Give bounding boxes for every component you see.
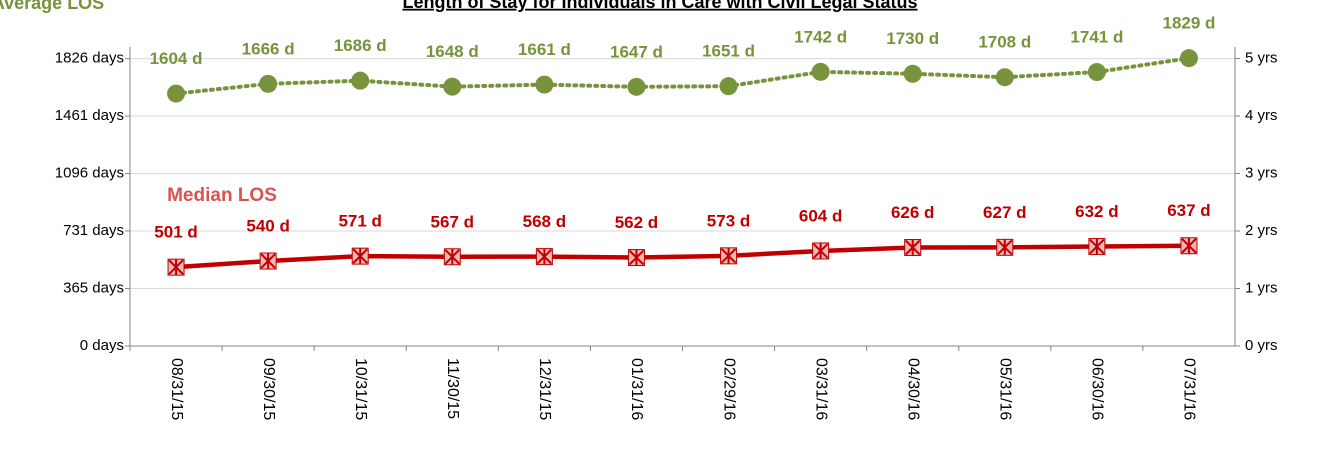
data-label: 604 d — [799, 206, 842, 225]
data-label: 1741 d — [1070, 28, 1123, 47]
point — [167, 84, 186, 103]
x-tick-label: 01/31/16 — [628, 358, 645, 420]
point — [1088, 238, 1106, 256]
data-label: 1708 d — [978, 33, 1031, 52]
data-label: 1604 d — [150, 49, 203, 68]
data-label: 637 d — [1167, 201, 1210, 220]
x-tick-label: 11/30/15 — [444, 358, 461, 419]
chart-title: Length of Stay for Individuals in Care w… — [402, 0, 917, 12]
point — [627, 77, 646, 96]
y2-tick-label: 3 yrs — [1245, 164, 1278, 181]
data-label: 573 d — [707, 211, 750, 230]
y-tick-label: 1096 days — [55, 164, 124, 181]
data-label: 1686 d — [334, 36, 387, 55]
point — [167, 258, 185, 276]
data-label: 1648 d — [426, 42, 479, 61]
y-tick-label: 1826 days — [55, 50, 124, 67]
data-label: 1666 d — [242, 39, 295, 58]
x-tick-label: 07/31/16 — [1181, 358, 1198, 420]
point — [443, 77, 462, 96]
point — [535, 75, 554, 94]
data-label: 627 d — [983, 203, 1026, 222]
y2-tick-label: 2 yrs — [1245, 222, 1278, 239]
point — [535, 248, 553, 266]
data-label: 567 d — [431, 212, 474, 231]
point — [903, 64, 922, 83]
y-tick-label: 365 days — [63, 280, 124, 297]
x-tick-label: 09/30/15 — [260, 358, 277, 420]
data-label: 501 d — [154, 223, 197, 242]
point — [1179, 49, 1198, 68]
x-tick-label: 08/31/15 — [168, 358, 185, 420]
y-tick-label: 731 days — [63, 222, 124, 239]
y-tick-label: 0 days — [80, 337, 124, 354]
y-tick-label: 1461 days — [55, 107, 124, 124]
point — [904, 238, 922, 256]
point — [259, 252, 277, 270]
x-tick-label: 12/31/15 — [536, 358, 553, 420]
point — [720, 247, 738, 265]
point — [351, 247, 369, 265]
x-tick-label: 03/31/16 — [812, 358, 829, 420]
y2-tick-label: 5 yrs — [1245, 49, 1278, 66]
series-label: Median LOS — [167, 185, 277, 206]
data-label: 1651 d — [702, 42, 755, 61]
point — [259, 74, 278, 93]
data-label: 1730 d — [886, 29, 939, 48]
x-tick-label: 05/31/16 — [997, 358, 1014, 420]
x-tick-label: 06/30/16 — [1089, 358, 1106, 420]
data-label: 1661 d — [518, 40, 571, 59]
y2-tick-label: 4 yrs — [1245, 107, 1278, 124]
x-tick-label: 04/30/16 — [904, 358, 921, 420]
data-label: 626 d — [891, 203, 934, 222]
data-label: 571 d — [338, 212, 381, 231]
x-tick-label: 02/29/16 — [720, 358, 737, 420]
series-line — [173, 243, 1192, 270]
data-label: 568 d — [523, 212, 566, 231]
point — [996, 238, 1014, 256]
data-label: 1742 d — [794, 27, 847, 46]
data-label: 540 d — [246, 217, 289, 236]
point — [719, 77, 738, 96]
data-label: 1829 d — [1162, 14, 1215, 33]
point — [627, 249, 645, 267]
y2-tick-label: 0 yrs — [1245, 337, 1278, 354]
x-tick-label: 10/31/15 — [352, 358, 369, 420]
series-line — [174, 56, 1191, 96]
point — [1180, 237, 1198, 255]
data-label: 1647 d — [610, 42, 663, 61]
data-label: 632 d — [1075, 202, 1118, 221]
point — [812, 242, 830, 260]
y2-tick-label: 1 yrs — [1245, 279, 1278, 296]
series-label: Average LOS — [0, 0, 104, 13]
point — [1087, 63, 1106, 82]
point — [811, 62, 830, 81]
point — [351, 71, 370, 90]
data-label: 562 d — [615, 213, 658, 232]
point — [995, 68, 1014, 87]
point — [443, 248, 461, 266]
